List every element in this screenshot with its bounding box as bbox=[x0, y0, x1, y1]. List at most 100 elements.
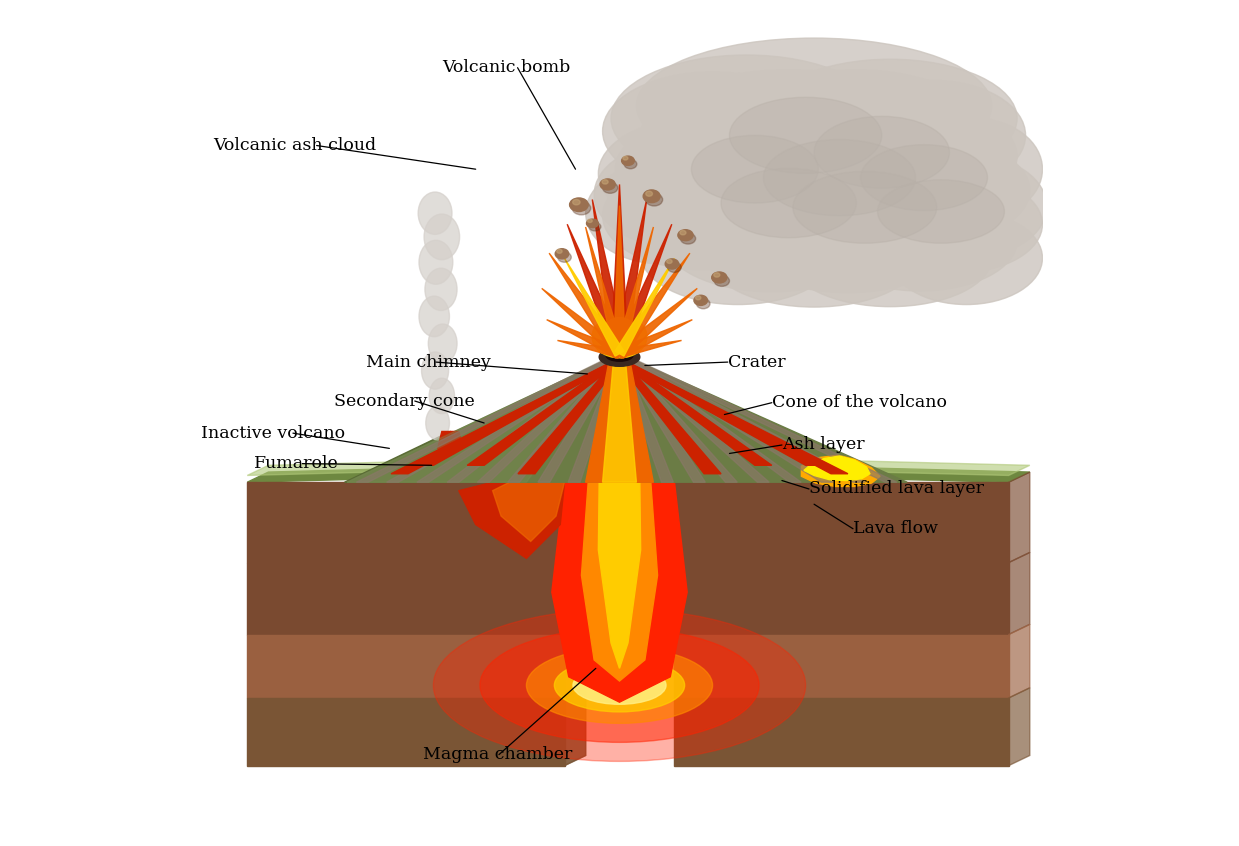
Polygon shape bbox=[613, 206, 626, 354]
Polygon shape bbox=[616, 288, 698, 358]
Polygon shape bbox=[347, 354, 620, 482]
Polygon shape bbox=[615, 253, 690, 358]
Ellipse shape bbox=[598, 118, 793, 228]
Polygon shape bbox=[565, 688, 586, 766]
Ellipse shape bbox=[714, 272, 720, 277]
Polygon shape bbox=[248, 634, 565, 698]
Polygon shape bbox=[565, 552, 586, 634]
Polygon shape bbox=[617, 354, 833, 482]
Polygon shape bbox=[598, 354, 622, 482]
Ellipse shape bbox=[695, 296, 701, 299]
Text: Solidified lava layer: Solidified lava layer bbox=[809, 481, 984, 497]
Ellipse shape bbox=[429, 324, 457, 363]
Ellipse shape bbox=[572, 200, 580, 205]
Polygon shape bbox=[1009, 624, 1030, 698]
Polygon shape bbox=[616, 360, 721, 474]
Ellipse shape bbox=[680, 230, 686, 235]
Ellipse shape bbox=[421, 352, 449, 389]
Polygon shape bbox=[674, 482, 1009, 563]
Ellipse shape bbox=[527, 647, 712, 723]
Polygon shape bbox=[541, 288, 623, 358]
Ellipse shape bbox=[763, 140, 916, 216]
Ellipse shape bbox=[695, 146, 949, 263]
Polygon shape bbox=[618, 340, 681, 358]
Polygon shape bbox=[617, 354, 673, 482]
Polygon shape bbox=[567, 224, 626, 356]
Ellipse shape bbox=[890, 212, 1042, 305]
Ellipse shape bbox=[611, 55, 882, 182]
Ellipse shape bbox=[668, 262, 681, 272]
Polygon shape bbox=[558, 340, 621, 358]
Polygon shape bbox=[546, 320, 622, 358]
Ellipse shape bbox=[622, 156, 634, 166]
Ellipse shape bbox=[738, 184, 958, 293]
Ellipse shape bbox=[554, 658, 685, 712]
Text: Cone of the volcano: Cone of the volcano bbox=[772, 394, 947, 411]
Ellipse shape bbox=[602, 318, 637, 348]
Polygon shape bbox=[248, 563, 565, 634]
Polygon shape bbox=[802, 455, 880, 486]
Polygon shape bbox=[674, 457, 1030, 475]
Polygon shape bbox=[674, 698, 1009, 766]
Polygon shape bbox=[1009, 688, 1030, 766]
Ellipse shape bbox=[587, 219, 592, 222]
Ellipse shape bbox=[776, 115, 1005, 232]
Polygon shape bbox=[565, 258, 624, 356]
Text: Main chimney: Main chimney bbox=[366, 354, 491, 371]
Ellipse shape bbox=[730, 97, 882, 173]
Text: Volcanic bomb: Volcanic bomb bbox=[442, 59, 570, 76]
Polygon shape bbox=[248, 457, 586, 475]
Ellipse shape bbox=[877, 180, 1005, 244]
Polygon shape bbox=[615, 258, 674, 356]
Ellipse shape bbox=[426, 406, 450, 440]
Ellipse shape bbox=[725, 132, 970, 249]
Ellipse shape bbox=[602, 72, 823, 190]
Ellipse shape bbox=[570, 198, 589, 212]
Ellipse shape bbox=[602, 183, 618, 194]
Polygon shape bbox=[387, 354, 622, 482]
Ellipse shape bbox=[814, 102, 1017, 212]
Polygon shape bbox=[674, 464, 1030, 482]
Ellipse shape bbox=[679, 107, 949, 232]
Ellipse shape bbox=[789, 210, 991, 307]
Ellipse shape bbox=[434, 609, 805, 761]
Polygon shape bbox=[518, 360, 623, 474]
Ellipse shape bbox=[558, 252, 571, 262]
Polygon shape bbox=[616, 360, 772, 465]
Text: Crater: Crater bbox=[727, 354, 786, 371]
Polygon shape bbox=[674, 634, 1009, 698]
Polygon shape bbox=[551, 482, 688, 702]
Ellipse shape bbox=[903, 157, 1047, 256]
Ellipse shape bbox=[429, 378, 455, 414]
Ellipse shape bbox=[616, 110, 861, 228]
Ellipse shape bbox=[419, 240, 452, 284]
Ellipse shape bbox=[600, 179, 616, 190]
Polygon shape bbox=[586, 360, 653, 482]
Ellipse shape bbox=[907, 118, 1042, 220]
Polygon shape bbox=[569, 354, 622, 482]
Ellipse shape bbox=[814, 117, 949, 189]
Polygon shape bbox=[617, 354, 705, 482]
Polygon shape bbox=[565, 472, 586, 563]
Polygon shape bbox=[565, 688, 586, 766]
Polygon shape bbox=[248, 482, 565, 563]
Ellipse shape bbox=[624, 159, 637, 169]
Ellipse shape bbox=[789, 152, 1009, 262]
Polygon shape bbox=[674, 563, 1009, 634]
Ellipse shape bbox=[709, 91, 970, 214]
Polygon shape bbox=[416, 354, 622, 482]
Polygon shape bbox=[617, 354, 737, 482]
Ellipse shape bbox=[696, 299, 710, 309]
Polygon shape bbox=[617, 354, 897, 482]
Polygon shape bbox=[612, 200, 647, 355]
Ellipse shape bbox=[424, 214, 460, 260]
Ellipse shape bbox=[418, 192, 452, 234]
Polygon shape bbox=[357, 354, 622, 482]
Ellipse shape bbox=[711, 272, 727, 283]
Ellipse shape bbox=[586, 219, 598, 228]
Ellipse shape bbox=[632, 145, 861, 259]
Polygon shape bbox=[493, 482, 565, 541]
Polygon shape bbox=[592, 200, 627, 355]
Polygon shape bbox=[508, 354, 622, 482]
Ellipse shape bbox=[628, 93, 916, 220]
